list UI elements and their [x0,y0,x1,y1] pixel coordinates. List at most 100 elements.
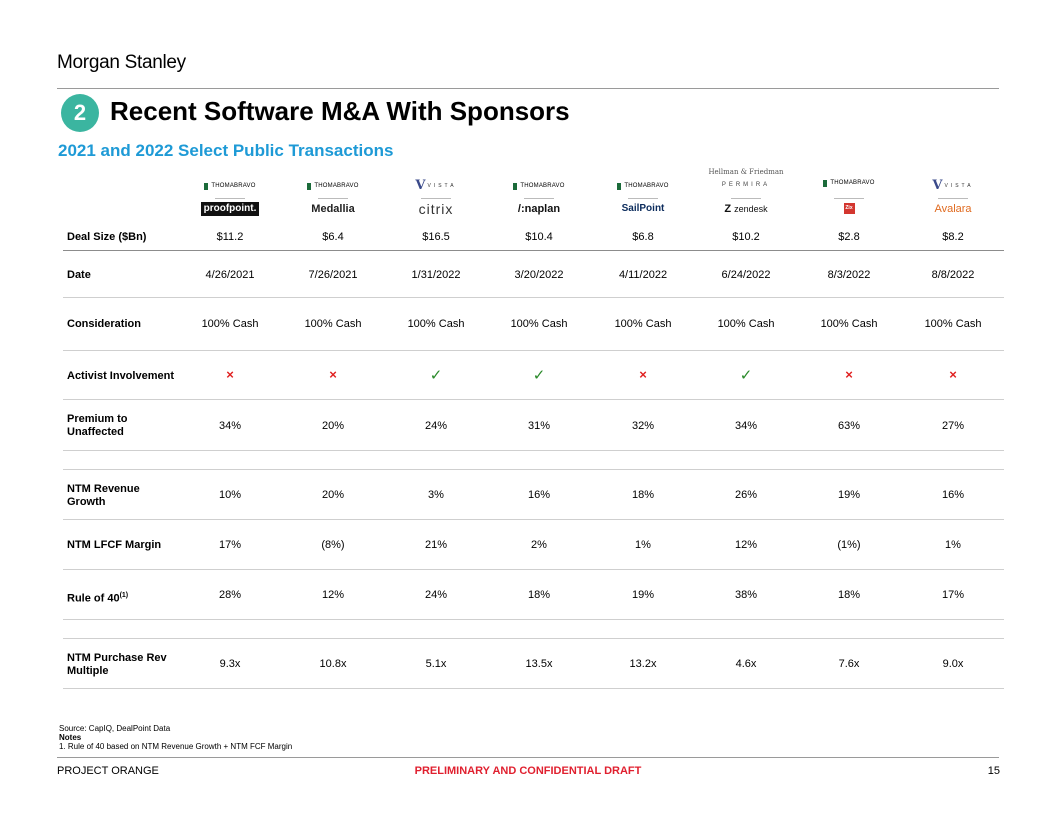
deal-size-cell: $6.8 [632,231,654,243]
page-title: Recent Software M&A With Sponsors [110,96,570,126]
footnotes: Source: CapIQ, DealPoint Data Notes 1. R… [59,724,292,751]
brand-logo: Morgan Stanley [57,52,186,73]
premium-cell: 20% [321,420,345,432]
purchase-multiple-cell: 9.3x [219,658,241,670]
purchase-multiple-cell: 13.5x [525,658,553,670]
row-label-lfcf-margin: NTM LFCF Margin [67,539,162,551]
deal-size-cell: $16.5 [422,231,450,243]
sponsor-logo-thoma-bravo: THOMABRAVO [591,178,695,194]
confidentiality-label: PRELIMINARY AND CONFIDENTIAL DRAFT [414,765,642,777]
lfcf-margin-cell: 2% [531,539,547,551]
logo-separator [628,198,658,199]
cross-icon: × [226,367,234,382]
revenue-growth-cell: 3% [428,489,444,501]
lfcf-margin-cell: 21% [424,539,448,551]
vista-v-icon: V [415,178,426,193]
cross-icon: × [329,367,337,382]
date-cell: 8/3/2022 [827,269,871,281]
row-divider [63,519,1004,520]
cross-icon: × [845,367,853,382]
cross-icon: × [949,367,957,382]
deal-size-cell: $2.8 [838,231,860,243]
revenue-growth-cell: 26% [734,489,758,501]
sponsor-logo-vista: V VISTA [415,178,457,193]
revenue-growth-cell: 10% [218,489,242,501]
rule-of-40-cell: 18% [527,589,551,601]
premium-cell: 24% [424,420,448,432]
row-label-date: Date [67,269,91,281]
rule-of-40-cell: 38% [734,589,758,601]
premium-cell: 63% [837,420,861,432]
top-divider [57,88,999,89]
logo-separator [731,198,761,199]
sponsor-logo-thoma-bravo: THOMABRAVO [281,178,385,194]
sponsor-logo-thoma-bravo: THOMABRAVO [487,178,591,194]
rule-of-40-cell: 28% [218,589,242,601]
row-divider [63,619,1004,620]
date-cell: 3/20/2022 [514,269,564,281]
row-label-deal-size: Deal Size ($Bn) [67,231,147,243]
target-logo-sailpoint: SailPoint [621,203,665,214]
activist-cell: × [178,367,282,382]
date-cell: 6/24/2022 [721,269,771,281]
row-label-consideration: Consideration [67,318,141,330]
page-number: 15 [987,765,1000,777]
purchase-multiple-cell: 10.8x [319,658,347,670]
activist-cell: ✓ [384,366,488,384]
check-icon: ✓ [532,367,546,384]
consideration-cell: 100% Cash [924,318,982,330]
premium-cell: 32% [631,420,655,432]
footnote-1: 1. Rule of 40 based on NTM Revenue Growt… [59,742,293,751]
consideration-cell: 100% Cash [304,318,362,330]
premium-cell: 34% [218,420,242,432]
purchase-multiple-cell: 9.0x [942,658,964,670]
notes-heading: Notes [59,733,82,742]
deal-size-cell: $10.2 [732,231,760,243]
row-label-rule-of-40: Rule of 40(1) [67,592,129,605]
consideration-cell: 100% Cash [614,318,672,330]
lfcf-margin-cell: (8%) [321,539,345,551]
lfcf-margin-cell: 1% [635,539,651,551]
revenue-growth-cell: 20% [321,489,345,501]
logo-separator [318,198,348,199]
vista-v-icon: V [932,178,943,193]
revenue-growth-cell: 18% [631,489,655,501]
logo-separator [421,198,451,199]
revenue-growth-cell: 16% [527,489,551,501]
cross-icon: × [639,367,647,382]
lfcf-margin-cell: 1% [945,539,961,551]
row-divider [63,469,1004,470]
activist-cell: × [281,367,385,382]
revenue-growth-cell: 19% [837,489,861,501]
date-cell: 4/26/2021 [205,269,255,281]
purchase-multiple-cell: 13.2x [629,658,657,670]
consideration-cell: 100% Cash [717,318,775,330]
deal-size-cell: $6.4 [322,231,344,243]
activist-cell: × [591,367,695,382]
activist-cell: ✓ [487,366,591,384]
lfcf-margin-cell: 17% [218,539,242,551]
target-logo-anaplan: /:naplan [517,203,561,215]
row-divider [63,250,1004,251]
target-logo-citrix: citrix [418,201,454,217]
row-divider [63,399,1004,400]
rule-of-40-cell: 12% [321,589,345,601]
sponsor-logo-permira: PERMIRA [721,182,771,188]
row-divider [63,569,1004,570]
row-label-premium: Premium to Unaffected [67,413,128,438]
consideration-cell: 100% Cash [820,318,878,330]
rule-of-40-cell: 24% [424,589,448,601]
premium-cell: 27% [941,420,965,432]
rule-of-40-cell: 17% [941,589,965,601]
lfcf-margin-cell: (1%) [837,539,861,551]
logo-separator [215,198,245,199]
section-number-badge: 2 [61,94,99,132]
lfcf-margin-cell: 12% [734,539,758,551]
revenue-growth-cell: 16% [941,489,965,501]
source-note: Source: CapIQ, DealPoint Data [59,724,171,733]
target-logo-proofpoint: proofpoint. [178,202,282,216]
date-cell: 7/26/2021 [308,269,358,281]
purchase-multiple-cell: 5.1x [425,658,447,670]
target-logo-avalara: Avalara [934,203,972,215]
